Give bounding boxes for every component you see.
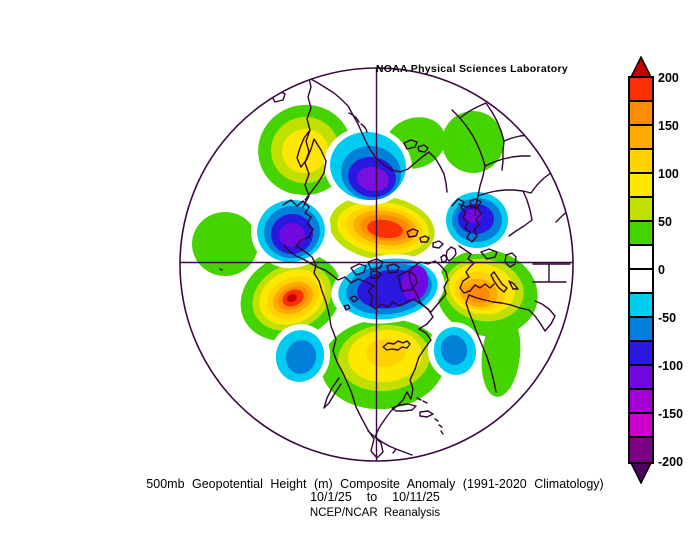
colorbar-label-150: 150	[658, 119, 679, 133]
red-sea-arabia	[528, 300, 556, 332]
colorbar: 200 150 100 50 0 -50 -100 -150 -200	[628, 56, 683, 484]
northeast-canada-negative-contour-4	[401, 265, 429, 301]
colorbar-segment-0	[630, 78, 652, 102]
caption-source: NCEP/NCAR Reanalysis	[309, 507, 441, 519]
nw-canada-lakes	[343, 295, 359, 311]
coastline-iceland	[432, 240, 444, 249]
colorbar-segment-12	[630, 366, 652, 390]
coastline-siberia	[302, 77, 448, 208]
hemisphere-boundary-circle	[179, 67, 574, 462]
colorbar-segment-2	[630, 126, 652, 150]
ne-siberia-positive-contour-2	[282, 128, 328, 174]
alaska-negative-contour-4	[279, 222, 305, 248]
colorbar-label-50: 50	[658, 215, 672, 229]
coastline-north-africa	[465, 294, 530, 393]
coastline-greenland	[408, 260, 449, 313]
colorbar-segment-10	[630, 318, 652, 342]
colorbar-label-100: 100	[658, 167, 679, 181]
attribution-text: NOAA Physical Sciences Laboratory	[375, 63, 568, 75]
coastline-italy-adriatic	[490, 271, 519, 293]
caption-title: 500mb Geopotential Height (m) Composite …	[146, 477, 604, 491]
northeast-pacific-positive-contour-7	[287, 293, 297, 303]
great-lakes	[382, 340, 411, 351]
north-pacific-positive-contour-0	[192, 212, 258, 276]
colorbar-segment-9	[630, 294, 652, 318]
coastline-british-isles	[440, 246, 457, 263]
colorbar-bottom-arrow	[630, 462, 653, 484]
coastline-layer	[182, 77, 571, 459]
colorbar-label--150: -150	[658, 407, 684, 421]
colorbar-segment-7	[630, 246, 652, 270]
anomaly-contour-layer	[192, 104, 538, 410]
graticule-layer	[179, 67, 574, 462]
coastline-caribbean	[391, 397, 444, 435]
coastline-japan	[348, 112, 368, 133]
colorbar-segment-15	[630, 438, 652, 462]
colorbar-label--100: -100	[658, 359, 684, 373]
colorbar-segment-5	[630, 198, 652, 222]
colorbar-segment-14	[630, 414, 652, 438]
west-atlantic-negative-contour-2	[440, 335, 468, 365]
caspian-mideast-positive-contour-1	[481, 313, 521, 397]
coastline-central-america	[367, 430, 413, 456]
coastline-baja	[323, 377, 342, 409]
colorbar-segment-3	[630, 150, 652, 174]
colorbar-segment-6	[630, 222, 652, 246]
coastline-kamchatka-okhotsk	[296, 129, 327, 201]
arctic-russia-islands	[270, 90, 430, 243]
scandinavia-negative-contour-4	[464, 209, 482, 223]
colorbar-label-0: 0	[658, 263, 665, 277]
colorbar-label--50: -50	[658, 311, 677, 325]
colorbar-segments	[628, 76, 654, 464]
colorbar-segment-4	[630, 174, 652, 198]
coastline-europe	[458, 245, 495, 294]
colorbar-top-arrow	[630, 56, 653, 78]
arctic-negative-contour-4	[357, 166, 389, 192]
island-specks	[182, 268, 223, 309]
arctic-islands	[350, 258, 418, 292]
central-russia-positive-contour-0	[442, 111, 504, 173]
colorbar-label--200: -200	[658, 455, 684, 469]
colorbar-label-200: 200	[658, 71, 679, 85]
colorbar-top-arrow-shape	[630, 56, 653, 78]
africa-borders	[532, 263, 571, 283]
colorbar-segment-13	[630, 390, 652, 414]
coastline-scandinavia	[451, 198, 482, 243]
colorbar-segment-1	[630, 102, 652, 126]
colorbar-segment-11	[630, 342, 652, 366]
colorbar-bottom-arrow-shape	[630, 462, 653, 484]
california-negative-contour-2	[285, 340, 317, 374]
colorbar-segment-8	[630, 270, 652, 294]
caption-date-range: 10/1/25 to 10/11/25	[310, 490, 440, 504]
